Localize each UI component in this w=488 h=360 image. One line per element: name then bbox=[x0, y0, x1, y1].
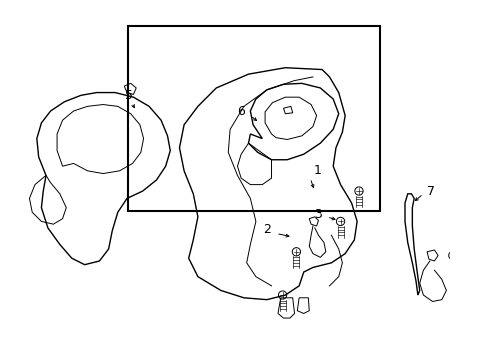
Text: 2: 2 bbox=[263, 223, 270, 236]
Text: 7: 7 bbox=[426, 185, 434, 198]
Text: 5: 5 bbox=[124, 89, 133, 102]
Text: 3: 3 bbox=[313, 208, 321, 221]
Text: 6: 6 bbox=[237, 105, 244, 118]
Text: 1: 1 bbox=[313, 164, 321, 177]
Bar bbox=[128, 26, 380, 211]
